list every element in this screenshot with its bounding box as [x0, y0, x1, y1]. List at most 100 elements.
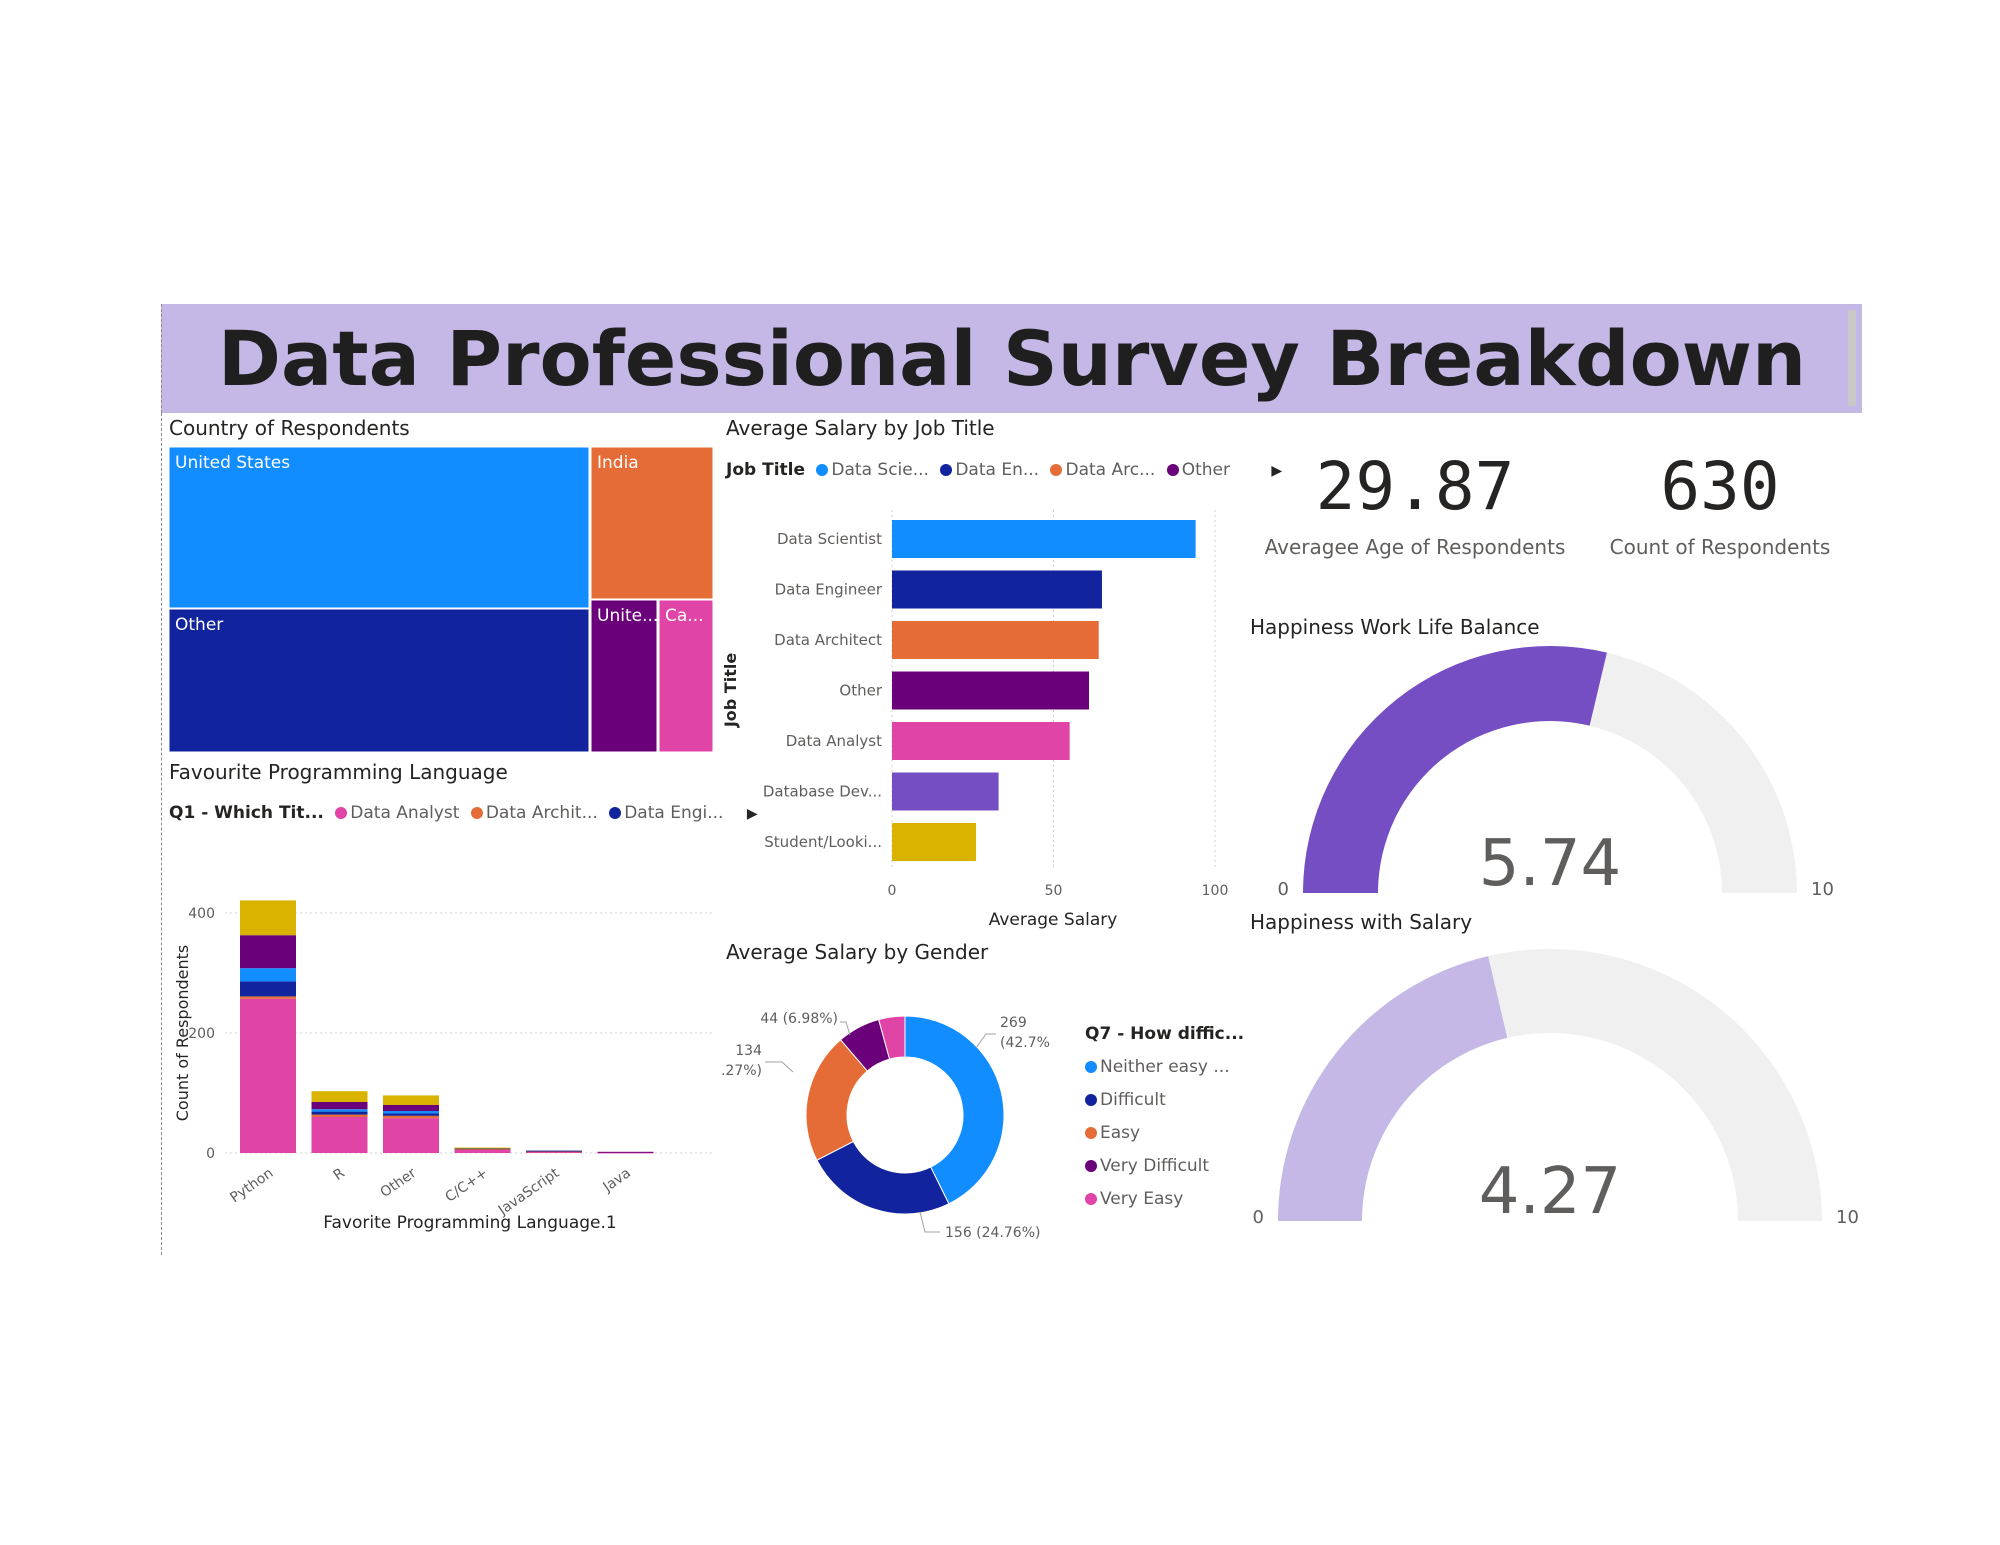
- gender-legend: Q7 - How diffic... Neither easy ... Diff…: [1085, 1018, 1244, 1216]
- bar: [892, 570, 1102, 609]
- data-label: (42.7%): [1000, 1035, 1050, 1051]
- legend-item-other[interactable]: Other: [1161, 460, 1230, 480]
- x-tick-label: R: [331, 1165, 348, 1184]
- gauge-happiness-salary: 4.27 0 10: [1253, 949, 1859, 1229]
- legend-item-data-engineer[interactable]: Data En...: [934, 460, 1039, 480]
- bar-segment: [597, 1152, 654, 1154]
- count-label: Count of Respondents: [1609, 535, 1831, 559]
- y-tick-label: Data Architect: [774, 631, 882, 649]
- legend-dot: [1085, 1160, 1097, 1172]
- bar-segment: [383, 1113, 439, 1116]
- gauge-max: 10: [1836, 1207, 1859, 1228]
- legend-dot: [335, 807, 348, 819]
- data-label: (21.27%): [720, 1063, 762, 1079]
- country-treemap: United States Other India Unite... Ca...: [168, 446, 714, 753]
- legend-item-data-scientist[interactable]: Data Scie...: [810, 460, 929, 480]
- x-tick-label: 100: [1202, 883, 1229, 899]
- avg-age-label: Averagee Age of Respondents: [1264, 535, 1566, 559]
- legend-next-arrow[interactable]: ▶: [746, 806, 758, 822]
- gender-chart-title: Average Salary by Gender: [726, 940, 989, 964]
- bar-segment: [311, 1114, 368, 1117]
- data-label: 269: [1000, 1015, 1027, 1031]
- legend-item-data-engineer[interactable]: Data Engi...: [603, 803, 723, 823]
- bar-segment: [311, 1111, 368, 1115]
- legend-title: Q7 - How diffic...: [1085, 1024, 1245, 1044]
- leader-line: [840, 1021, 851, 1036]
- legend-dot: [1085, 1094, 1097, 1106]
- legend-title: Job Title: [726, 460, 805, 480]
- report-title-bar: Data Professional Survey Breakdown: [161, 304, 1862, 413]
- count-value: 630: [1660, 448, 1780, 525]
- leader-line: [919, 1211, 940, 1233]
- treemap-label: Ca...: [665, 606, 704, 626]
- y-tick-label: Data Engineer: [775, 581, 883, 599]
- bar-segment: [311, 1117, 368, 1153]
- treemap-label: India: [597, 453, 639, 473]
- legend-dot: [940, 464, 953, 476]
- legend-next-arrow[interactable]: ▶: [1271, 463, 1283, 479]
- legend-item-data-analyst[interactable]: Data Analyst: [329, 803, 459, 823]
- treemap-tile-1: [168, 608, 590, 753]
- legend-dot: [470, 807, 483, 819]
- legend-dot: [1085, 1061, 1097, 1073]
- bar-segment: [526, 1151, 582, 1153]
- legend-item-very-difficult[interactable]: Very Difficult: [1085, 1150, 1244, 1183]
- gauge-min: 0: [1278, 879, 1289, 900]
- bar-segment: [240, 935, 296, 969]
- legend-dot: [1166, 464, 1179, 476]
- bar: [892, 722, 1070, 760]
- legend-item-data-architect[interactable]: Data Arc...: [1044, 460, 1155, 480]
- data-label: 156 (24.76%): [945, 1225, 1040, 1241]
- legend-title: Q1 - Which Tit...: [169, 803, 324, 823]
- bar-segment: [240, 998, 296, 1153]
- legend-item-very-easy[interactable]: Very Easy: [1085, 1183, 1244, 1216]
- title-scrollbar[interactable]: [1848, 310, 1856, 406]
- bar-segment: [383, 1111, 439, 1114]
- lang-chart-title: Favourite Programming Language: [169, 760, 508, 784]
- bar-segment: [311, 1102, 368, 1110]
- bar-segment: [454, 1149, 511, 1153]
- legend-item-neither-easy[interactable]: Neither easy ...: [1085, 1051, 1244, 1084]
- bar-segment: [454, 1148, 511, 1150]
- legend-item-easy[interactable]: Easy: [1085, 1117, 1244, 1150]
- gauge-value: 5.74: [1479, 827, 1622, 901]
- bar-segment: [240, 968, 296, 982]
- bar: [892, 772, 999, 811]
- leader-line: [765, 1061, 794, 1073]
- treemap-tile-2: [590, 446, 714, 600]
- leader-line: [975, 1033, 996, 1049]
- y-tick-label: Other: [839, 682, 882, 700]
- x-tick-label: Python: [227, 1165, 276, 1206]
- x-axis-label: Favorite Programming Language.1: [323, 1213, 616, 1233]
- bar-segment: [240, 981, 296, 997]
- treemap-tile-4: [658, 599, 714, 753]
- x-tick-label: 0: [888, 883, 897, 899]
- page-edge: [161, 413, 162, 1255]
- bar-segment: [240, 900, 296, 936]
- treemap-label: Unite...: [597, 606, 658, 626]
- legend-dot: [1050, 464, 1063, 476]
- bar-segment: [383, 1095, 439, 1105]
- job-salary-title: Average Salary by Job Title: [726, 416, 995, 440]
- donut-slice: [878, 1015, 906, 1060]
- y-axis-label: Count of Respondents: [173, 945, 192, 1122]
- y-tick-label: Data Scientist: [777, 530, 882, 548]
- data-label: 44 (6.98%): [760, 1011, 838, 1027]
- x-tick-label: 50: [1045, 883, 1063, 899]
- bar-segment: [383, 1118, 439, 1153]
- donut-slice: [904, 1015, 1005, 1205]
- legend-dot: [1085, 1193, 1097, 1205]
- bar-segment: [526, 1151, 582, 1153]
- lang-chart-legend: Q1 - Which Tit... Data Analyst Data Arch…: [169, 803, 758, 823]
- legend-item-data-architect[interactable]: Data Archit...: [465, 803, 598, 823]
- y-axis-label: Job Title: [721, 653, 740, 729]
- bar-segment: [597, 1151, 654, 1153]
- y-tick-label: 0: [206, 1146, 215, 1162]
- legend-dot: [609, 807, 622, 819]
- legend-item-difficult[interactable]: Difficult: [1085, 1084, 1244, 1117]
- bar-segment: [454, 1148, 511, 1150]
- gauge-max: 10: [1811, 879, 1834, 900]
- avg-age-value: 29.87: [1315, 448, 1515, 525]
- gauge-work-life-balance: 5.74 0 10: [1278, 646, 1834, 901]
- y-tick-label: Database Dev...: [763, 783, 882, 801]
